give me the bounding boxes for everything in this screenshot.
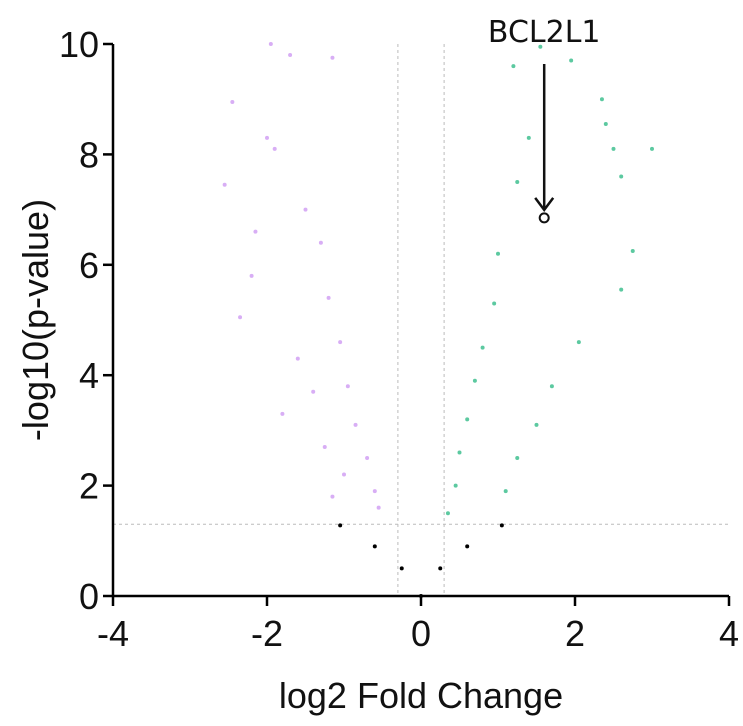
data-point xyxy=(603,122,608,127)
x-tick-label: 2 xyxy=(565,613,585,654)
data-point xyxy=(338,523,343,528)
data-point xyxy=(311,389,316,394)
x-tick-label: -4 xyxy=(97,613,129,654)
axes xyxy=(111,44,729,598)
data-point xyxy=(238,315,243,320)
ticks: -4 -2 0 2 4 0 2 4 6 8 10 xyxy=(59,24,739,654)
data-point xyxy=(345,384,350,389)
data-point xyxy=(650,146,654,151)
data-point xyxy=(322,444,327,449)
data-point xyxy=(630,249,635,253)
data-point xyxy=(515,456,520,460)
data-point xyxy=(611,146,616,151)
data-point xyxy=(492,301,497,306)
y-tick-label: 2 xyxy=(79,466,99,507)
series-not_significant xyxy=(338,523,504,598)
data-point xyxy=(372,489,377,494)
y-tick-label: 6 xyxy=(79,245,99,286)
annotation-arrowhead xyxy=(534,197,555,212)
data-point xyxy=(280,411,285,416)
x-axis-title: log2 Fold Change xyxy=(279,675,563,716)
data-point xyxy=(338,340,343,345)
series-down xyxy=(222,42,381,510)
data-point xyxy=(619,174,624,179)
data-point xyxy=(372,544,377,549)
data-point xyxy=(272,146,277,151)
data-point xyxy=(295,356,300,361)
data-point xyxy=(499,523,504,528)
data-point xyxy=(330,494,335,499)
data-point xyxy=(326,295,331,300)
data-point xyxy=(303,207,308,212)
data-point xyxy=(288,53,293,58)
data-point xyxy=(342,472,346,477)
data-point xyxy=(438,566,443,571)
data-point xyxy=(268,42,273,46)
threshold-lines xyxy=(113,44,729,596)
data-point xyxy=(599,97,604,102)
data-point xyxy=(569,58,574,63)
y-tick-label: 4 xyxy=(79,355,99,396)
data-point xyxy=(376,505,381,510)
data-point xyxy=(576,340,581,345)
data-point xyxy=(480,345,485,350)
series-up xyxy=(445,44,654,516)
data-point xyxy=(538,44,543,49)
y-tick-label: 0 xyxy=(79,576,99,617)
data-point xyxy=(265,135,269,140)
data-point xyxy=(399,566,404,571)
data-point xyxy=(330,55,335,60)
data-point xyxy=(353,422,358,427)
data-point xyxy=(457,450,462,455)
data-point xyxy=(619,287,624,292)
data-point xyxy=(453,483,458,488)
data-point xyxy=(249,273,254,278)
data-point xyxy=(549,384,554,389)
data-point xyxy=(511,64,516,69)
x-tick-label: 4 xyxy=(719,613,739,654)
data-point xyxy=(465,544,470,549)
bcl2l1-annotation: BCL2L1 xyxy=(488,15,601,224)
data-point xyxy=(472,378,477,383)
data-point xyxy=(365,456,370,460)
data-point xyxy=(222,182,227,187)
data-point xyxy=(503,489,508,494)
data-point xyxy=(534,422,539,427)
data-point xyxy=(465,417,470,422)
data-point xyxy=(526,135,531,140)
points-layer xyxy=(222,42,654,598)
data-point xyxy=(496,251,500,256)
annotation-label: BCL2L1 xyxy=(488,15,601,50)
data-point xyxy=(318,240,323,245)
data-point xyxy=(253,229,258,234)
y-axis-title: -log10(p-value) xyxy=(15,199,56,441)
data-point xyxy=(230,99,235,104)
highlighted-point xyxy=(538,212,550,224)
x-tick-label: -2 xyxy=(251,613,283,654)
y-tick-label: 8 xyxy=(79,134,99,175)
x-tick-label: 0 xyxy=(411,613,431,654)
y-tick-label: 10 xyxy=(59,24,99,65)
data-point xyxy=(445,511,450,516)
data-point xyxy=(515,180,520,184)
